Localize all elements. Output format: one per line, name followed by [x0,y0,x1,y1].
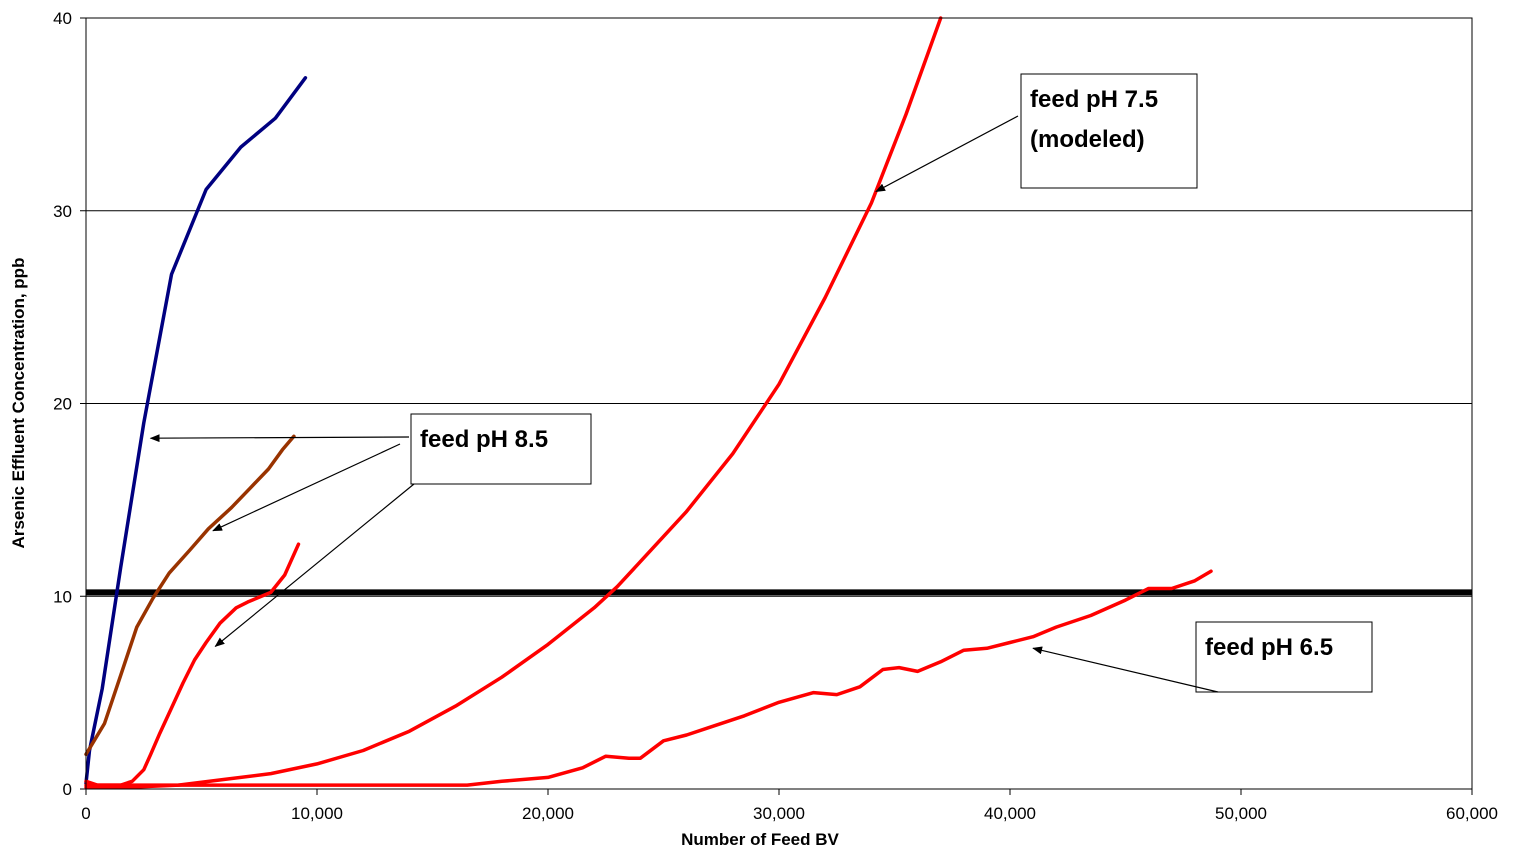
y-tick-label: 0 [63,780,72,799]
gridlines [86,17,1472,597]
annotation-arrow [214,483,415,647]
annotation-arrow [149,434,410,443]
annotation-arrow [1032,646,1219,693]
annotations: feed pH 7.5 (modeled) feed pH 8.5 feed pH 6… [149,73,1373,693]
x-axis-title: Number of Feed BV [681,830,839,849]
annotation-box [1195,621,1373,693]
y-axis-title: Arsenic Effluent Concentration, ppb [9,258,28,549]
annotation-text: (modeled) [1030,126,1145,153]
y-tick-label: 20 [53,395,72,414]
x-tick-label: 10,000 [291,804,343,823]
y-tick-label: 40 [53,9,72,28]
annotation-text: feed pH 7.5 [1030,86,1158,113]
series-line-1 [84,76,308,785]
annotation-box [1020,73,1198,189]
x-tick-label: 50,000 [1215,804,1267,823]
y-tick-label: 10 [53,587,72,606]
x-tick-label: 0 [81,804,90,823]
annotation-text: feed pH 8.5 [420,426,548,453]
annotation-3: feed pH 6.5 [1032,621,1373,693]
x-tick-label: 30,000 [753,804,805,823]
annotation-text: feed pH 6.5 [1205,634,1333,661]
annotation-1: feed pH 7.5 (modeled) [875,73,1198,193]
series-line-2 [84,434,296,757]
y-tick-label: 30 [53,202,72,221]
series-layer [84,16,1213,789]
y-axis-ticks: 0 10 20 30 40 [53,9,86,799]
series-line-4 [84,16,943,789]
annotation-arrow [875,115,1019,193]
annotation-box [410,413,592,485]
x-tick-label: 40,000 [984,804,1036,823]
x-tick-label: 20,000 [522,804,574,823]
series-line-5 [84,569,1213,787]
x-tick-label: 60,000 [1446,804,1498,823]
annotation-arrow [212,443,401,532]
annotation-2: feed pH 8.5 [149,413,592,647]
x-axis-ticks: 0 10,000 20,000 30,000 40,000 50,000 60,000 [81,789,1498,823]
